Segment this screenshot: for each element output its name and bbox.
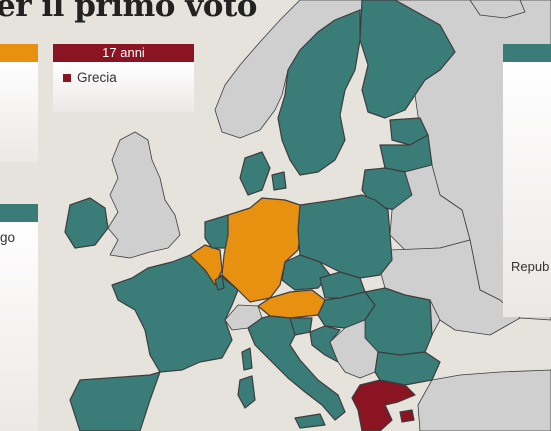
legend-17-item-label: Grecia xyxy=(77,70,117,85)
legend-17-swatch xyxy=(63,73,71,82)
legend-17-head: 17 anni xyxy=(53,44,194,62)
legend-17-item: Grecia xyxy=(53,62,194,85)
legend-17-body: Grecia xyxy=(53,62,194,112)
country-finland[interactable] xyxy=(359,0,456,119)
country-italy[interactable] xyxy=(247,315,346,421)
legend-green-left-text: go xyxy=(0,230,16,245)
country-iceland[interactable] xyxy=(469,0,526,19)
country-bulgaria[interactable] xyxy=(374,351,441,386)
country-luxembourg[interactable] xyxy=(214,275,225,291)
country-greece-island[interactable] xyxy=(399,409,415,423)
legend-green-right-head xyxy=(503,44,551,62)
legend-green-right xyxy=(503,44,551,317)
country-denmark[interactable] xyxy=(239,151,271,196)
legend-green-left: go xyxy=(0,204,38,431)
country-united-kingdom[interactable] xyxy=(107,131,181,259)
country-romania[interactable] xyxy=(364,287,433,356)
legend-orange xyxy=(0,44,38,162)
country-france-corsica[interactable] xyxy=(241,347,253,371)
page-title: er il primo voto xyxy=(0,0,257,24)
country-spain[interactable] xyxy=(69,371,161,431)
legend-orange-head xyxy=(0,44,38,62)
country-italy-sardinia[interactable] xyxy=(237,375,256,409)
country-turkey[interactable] xyxy=(417,369,551,431)
country-greece[interactable] xyxy=(351,379,416,431)
country-ireland[interactable] xyxy=(64,197,109,249)
country-italy-sicily[interactable] xyxy=(294,413,326,429)
map-label-republic: Repub xyxy=(511,259,550,274)
legend-orange-body xyxy=(0,62,38,162)
country-denmark-island[interactable] xyxy=(271,171,287,191)
legend-green-right-body xyxy=(503,62,551,317)
legend-green-left-body: go xyxy=(0,222,38,431)
legend-17: 17 anni Grecia xyxy=(53,44,194,112)
legend-green-left-head xyxy=(0,204,38,222)
